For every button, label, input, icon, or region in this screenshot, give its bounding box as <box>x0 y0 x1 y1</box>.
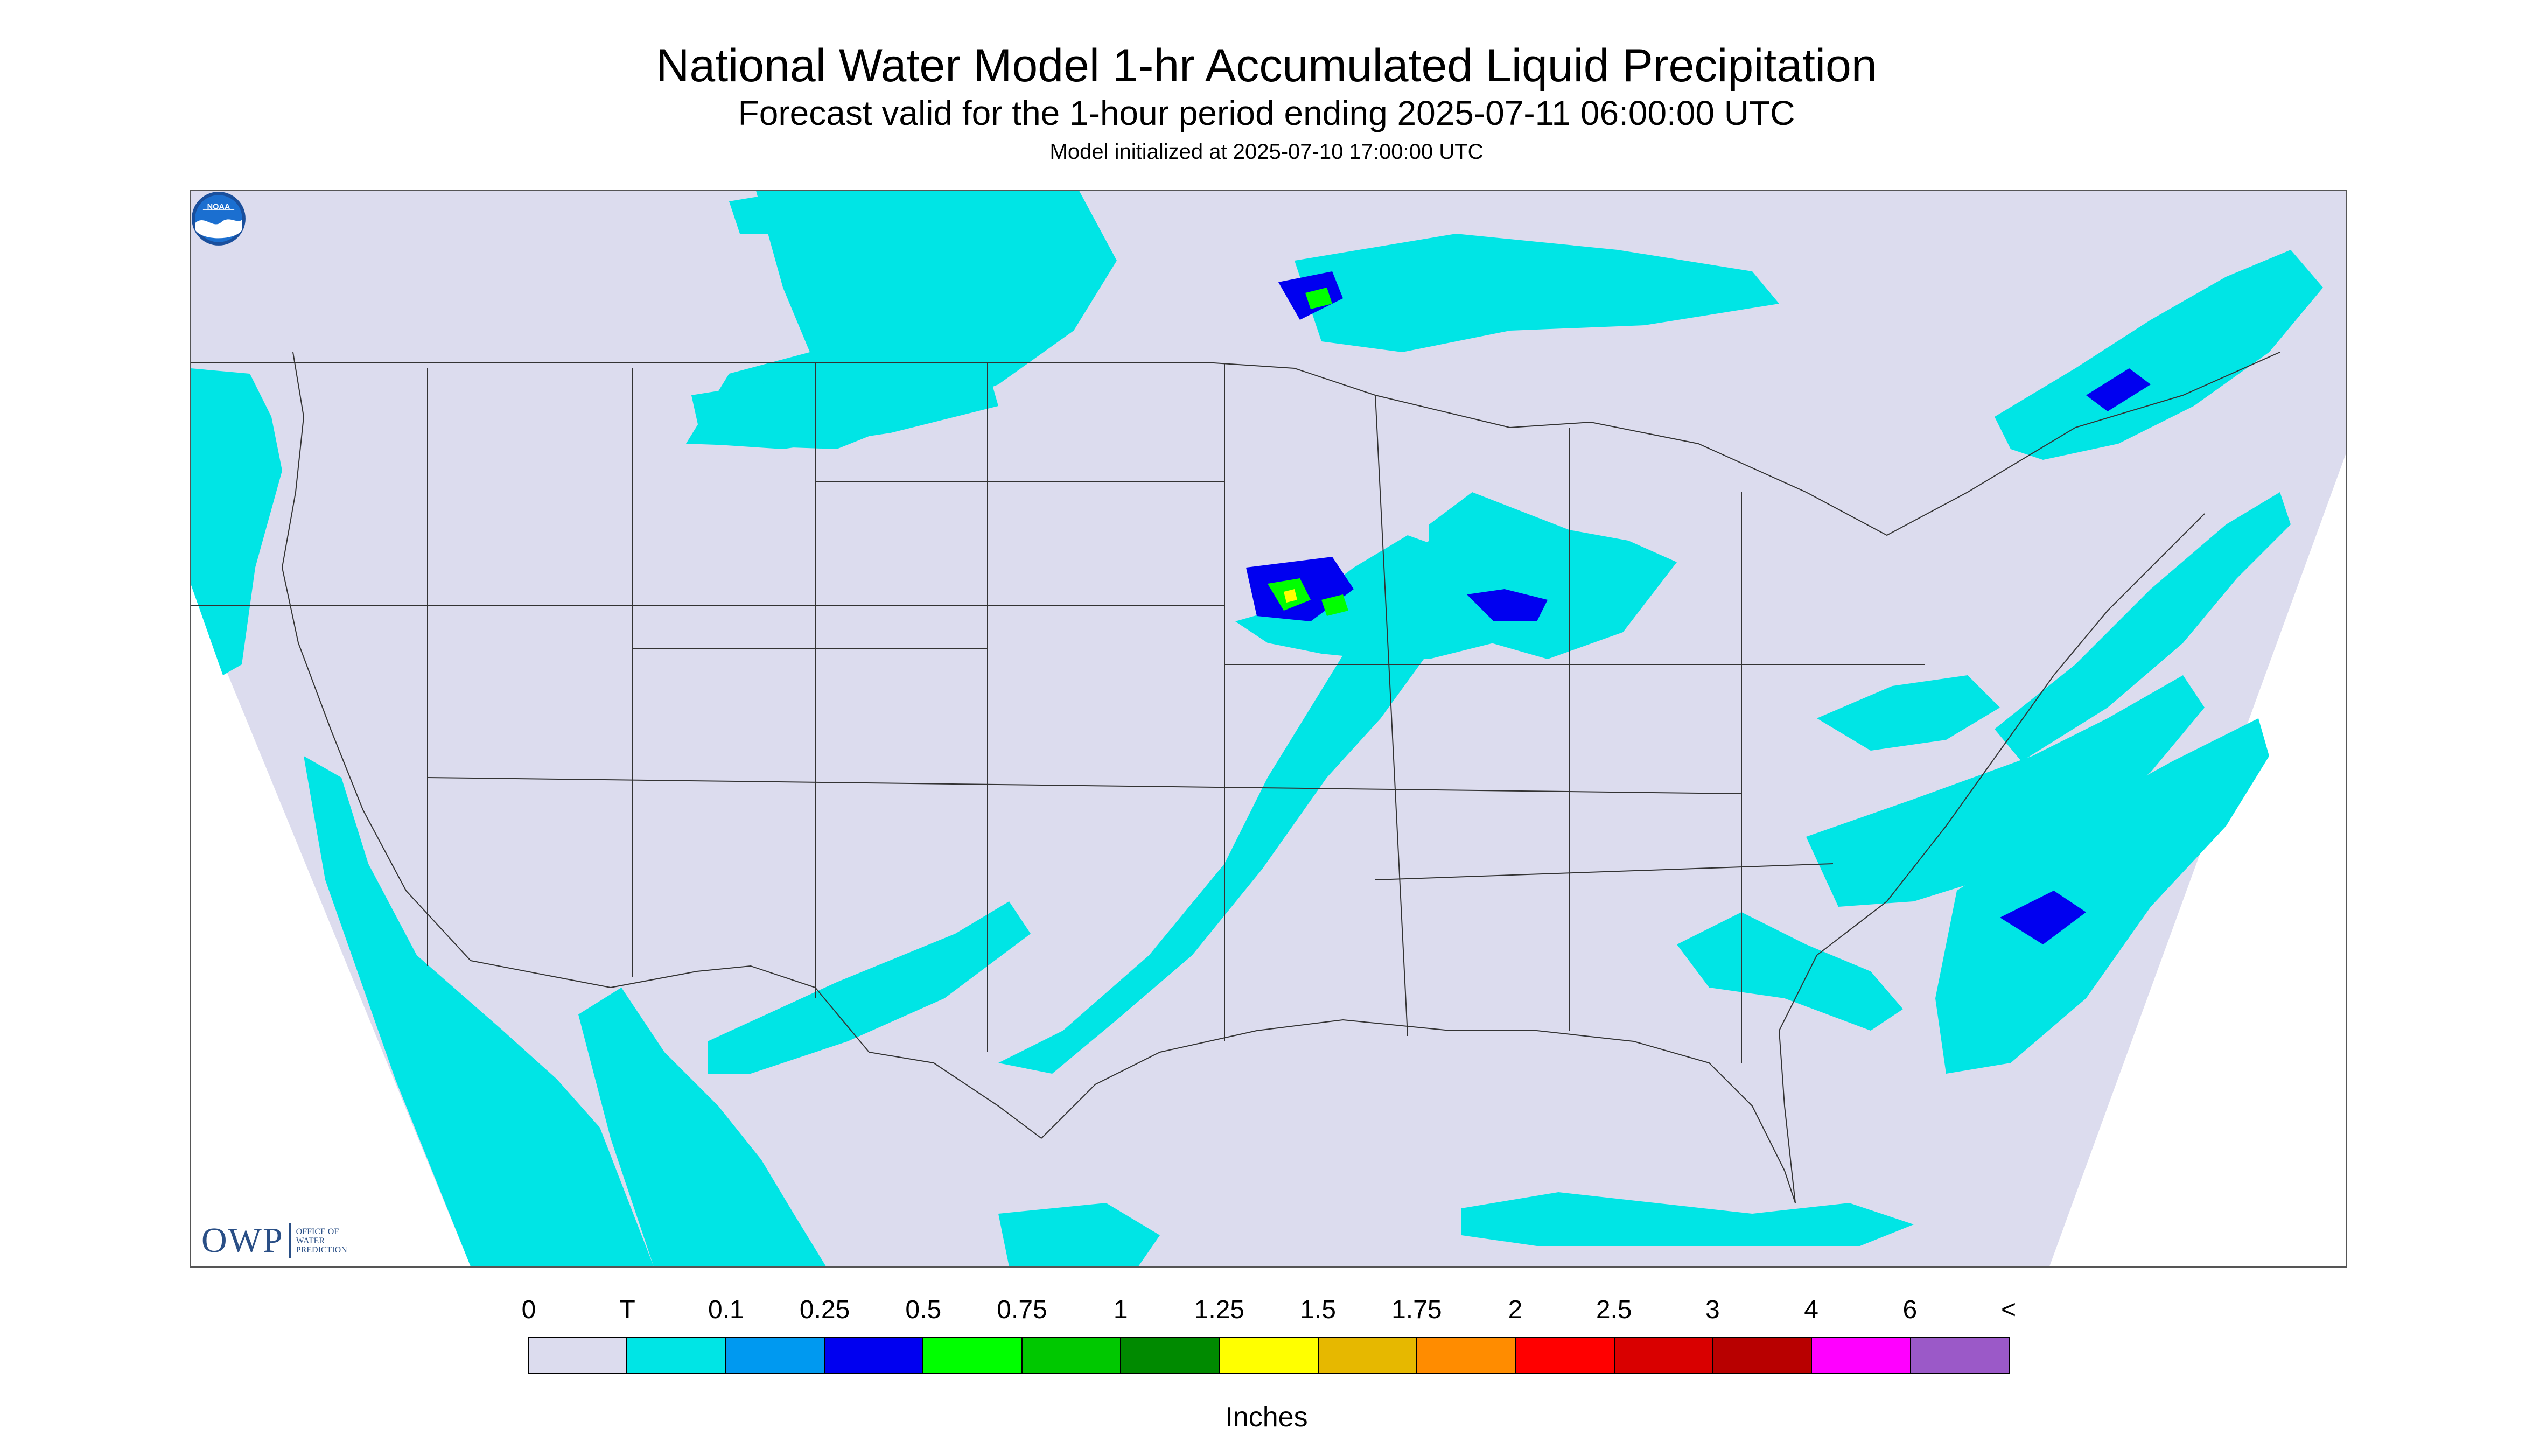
legend-label: 0 <box>521 1296 536 1324</box>
precip-legend: 0 T 0.1 0.25 0.5 0.75 1 1.25 1.5 1.75 2 2.5 3 4 6 < <box>522 1295 2016 1374</box>
precip-quebec <box>1995 250 2323 460</box>
precip-carolinas-coast <box>1806 675 2205 907</box>
legend-swatch <box>726 1338 825 1373</box>
legend-swatch <box>1516 1338 1615 1373</box>
owp-logo-divider <box>289 1223 291 1258</box>
precip-pacific-coast <box>191 368 282 675</box>
legend-label: 1 <box>1113 1296 1128 1324</box>
state-line-6 <box>1375 395 1408 1037</box>
legend-label: 0.25 <box>799 1296 850 1324</box>
precip-heaviest-areas <box>1284 589 1297 603</box>
precip-plains-band <box>998 535 1499 1074</box>
precip-texas-band <box>708 901 1031 1074</box>
legend-swatch <box>1713 1338 1813 1373</box>
owp-logo: OWP OFFICE OF WATER PREDICTION <box>201 1220 347 1261</box>
precip-trace-areas <box>191 191 2323 1266</box>
legend-swatch <box>923 1338 1023 1373</box>
legend-swatch <box>1121 1338 1220 1373</box>
legend-color-bar <box>528 1337 2010 1374</box>
east-coast <box>1778 513 2205 1203</box>
precipitation-map: OWP OFFICE OF WATER PREDICTION NOAA <box>190 190 2347 1268</box>
precip-iowa-max <box>1284 589 1297 603</box>
owp-line-3: PREDICTION <box>296 1245 347 1255</box>
precip-illinois-core <box>1467 589 1548 621</box>
noaa-logo: NOAA <box>192 192 246 246</box>
owp-logo-text: OWP <box>201 1221 284 1260</box>
legend-swatch <box>824 1338 924 1373</box>
legend-label: 0.5 <box>905 1296 942 1324</box>
precip-quebec-core <box>2086 368 2151 411</box>
legend-swatch <box>627 1338 726 1373</box>
legend-swatch <box>1417 1338 1516 1373</box>
noaa-logo-text: NOAA <box>207 202 230 211</box>
legend-label: 2 <box>1508 1296 1523 1324</box>
chart-title: National Water Model 1-hr Accumulated Li… <box>656 40 1877 92</box>
precip-new-england <box>1995 492 2291 761</box>
forecast-valid-subtitle: Forecast valid for the 1-hour period end… <box>738 94 1795 132</box>
legend-swatch <box>1812 1338 1911 1373</box>
owp-logo-subtext: OFFICE OF WATER PREDICTION <box>296 1227 347 1255</box>
legend-label: 1.5 <box>1300 1296 1336 1324</box>
legend-label: 0.1 <box>708 1296 744 1324</box>
legend-label: < <box>2000 1296 2017 1324</box>
state-and-country-borders <box>191 352 2280 1203</box>
legend-label: T <box>619 1296 635 1324</box>
legend-swatch <box>529 1338 628 1373</box>
legend-swatch <box>1911 1338 2009 1373</box>
precip-manitoba-heavy <box>1305 288 1332 309</box>
owp-line-1: OFFICE OF <box>296 1227 339 1236</box>
precip-west-mexico <box>578 988 826 1266</box>
gulf-coast <box>1041 1019 1796 1203</box>
state-line-14 <box>1375 863 1834 880</box>
legend-label: 0.75 <box>997 1296 1047 1324</box>
precip-iowa-heavy-2 <box>1321 594 1348 616</box>
precip-northern-rockies <box>691 368 998 449</box>
canada-us-border <box>191 352 2280 536</box>
owp-line-2: WATER <box>296 1236 325 1245</box>
precip-manitoba <box>1295 234 1779 352</box>
legend-label: 2.5 <box>1596 1296 1632 1324</box>
legend-label: 6 <box>1902 1296 1918 1324</box>
precip-atlantic-offshore <box>1935 718 2269 1074</box>
legend-units: Inches <box>1225 1402 1308 1433</box>
map-canvas <box>191 191 2346 1266</box>
precip-canada-bits <box>729 191 837 234</box>
precip-southern-mexico <box>998 1203 1160 1266</box>
model-init-text: Model initialized at 2025-07-10 17:00:00… <box>1049 140 1484 164</box>
precip-baja-pacific <box>304 756 654 1266</box>
legend-labels: 0 T 0.1 0.25 0.5 0.75 1 1.25 1.5 1.75 2 2.5 3 4 6 < <box>522 1295 2016 1333</box>
legend-swatch <box>1022 1338 1121 1373</box>
precip-gulf-scatter <box>1461 1192 1914 1246</box>
legend-label: 4 <box>1804 1296 1818 1324</box>
legend-swatch <box>1220 1338 1319 1373</box>
legend-label: 3 <box>1705 1296 1720 1324</box>
precip-southeast <box>1677 912 1903 1031</box>
legend-label: 1.25 <box>1194 1296 1245 1324</box>
legend-label: 1.75 <box>1391 1296 1442 1324</box>
state-line-10 <box>427 777 1742 794</box>
west-coast <box>281 352 471 961</box>
precip-atlantic-core <box>2000 891 2086 944</box>
precip-appalachia <box>1817 675 2000 751</box>
legend-swatch <box>1318 1338 1417 1373</box>
legend-swatch <box>1614 1338 1713 1373</box>
